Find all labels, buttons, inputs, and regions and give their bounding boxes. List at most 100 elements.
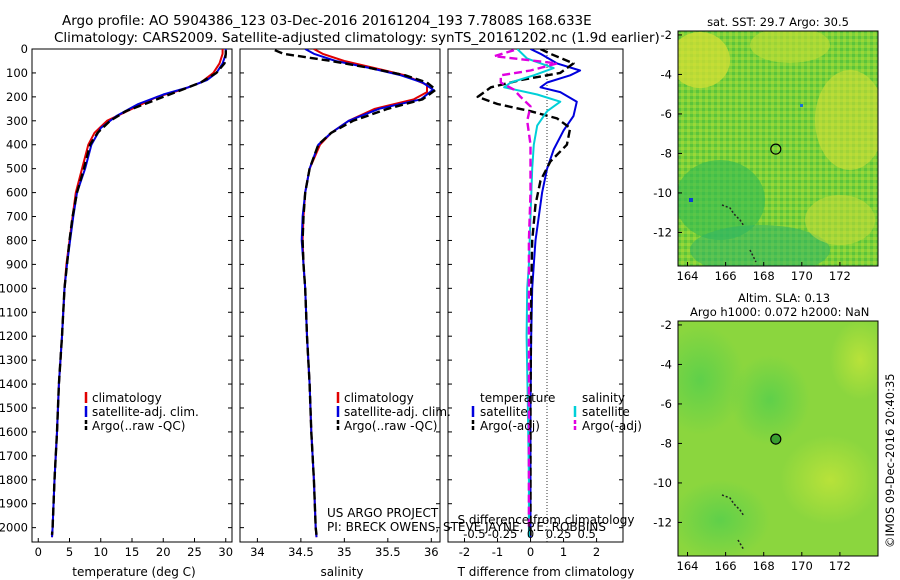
legend-label: climatology bbox=[92, 391, 162, 405]
depth-tick-label: 800 bbox=[6, 233, 28, 247]
legend-label: satellite-adj. clim. bbox=[344, 405, 451, 419]
top-x-tick-label: -0.5 bbox=[463, 527, 485, 541]
argo-position-marker bbox=[770, 433, 782, 445]
map-x-tick-label: 172 bbox=[829, 559, 851, 573]
legend-label: Argo(..raw -QC) bbox=[344, 419, 437, 433]
x-tick-label: 0 bbox=[527, 545, 534, 559]
temperature-series-group bbox=[50, 49, 227, 538]
sst-warm-patch bbox=[678, 32, 730, 88]
imos-watermark: ©IMOS 09-Dec-2016 20:40:35 bbox=[883, 373, 897, 548]
map-x-tick-label: 164 bbox=[677, 269, 699, 283]
legend-label: Argo(-adj) bbox=[480, 419, 540, 433]
temperature-xlabel: temperature (deg C) bbox=[72, 565, 195, 579]
legend-title-salinity: salinity bbox=[582, 391, 625, 405]
salinity-xlabel: salinity bbox=[320, 565, 363, 579]
x-tick-label: 34.5 bbox=[288, 545, 314, 559]
sst-map-title: sat. SST: 29.7 Argo: 30.5 bbox=[707, 15, 849, 29]
sst-warm-patch bbox=[750, 31, 830, 63]
sst-warm-patch bbox=[815, 70, 878, 170]
sla-map-title-line-2: Argo h1000: 0.072 h2000: NaN bbox=[690, 305, 869, 319]
sla-high-patch bbox=[780, 435, 878, 525]
sla-high-patch bbox=[830, 321, 878, 400]
x-tick-label: 20 bbox=[156, 545, 171, 559]
legend-title-temperature: temperature bbox=[480, 391, 555, 405]
sst-cool-patch bbox=[678, 160, 765, 240]
depth-axis: 0 100 200 300 400 500 600 700 800 900 1000 1100 1200… bbox=[0, 42, 623, 535]
sla-map-frame bbox=[677, 320, 879, 557]
sst-map-field bbox=[678, 31, 878, 266]
x-tick-label: 15 bbox=[125, 545, 140, 559]
series-line-satellite-adj-clim- bbox=[51, 49, 227, 538]
difference-top-xlabel: S difference from climatology bbox=[458, 513, 635, 527]
depth-tick-label: 500 bbox=[6, 162, 28, 176]
temperature-plot-frame bbox=[31, 48, 233, 543]
salinity-legend: climatology satellite-adj. clim. Argo(..… bbox=[336, 391, 451, 433]
series-line-temperature-satellite bbox=[529, 49, 582, 538]
x-tick-label: 2 bbox=[593, 545, 600, 559]
map-y-tick-label: -4 bbox=[661, 67, 672, 81]
x-tick-label: 36 bbox=[424, 545, 439, 559]
sst-cool-patch bbox=[690, 225, 830, 266]
sla-low-patch bbox=[678, 325, 745, 435]
depth-tick-label: 2000 bbox=[0, 521, 28, 535]
x-tick-label: 10 bbox=[93, 545, 108, 559]
salinity-plot-frame bbox=[239, 48, 441, 543]
map-y-tick-label: -10 bbox=[653, 186, 672, 200]
series-line-climatology bbox=[51, 49, 224, 538]
depth-tick-label: 200 bbox=[6, 90, 28, 104]
top-x-tick-label: -0.25 bbox=[488, 527, 518, 541]
legend-label: satellite-adj. clim. bbox=[92, 405, 199, 419]
map-y-tick-label: -12 bbox=[653, 225, 672, 239]
top-x-tick-label: 0.25 bbox=[546, 527, 572, 541]
x-tick-label: -1 bbox=[492, 545, 503, 559]
depth-tick-label: 700 bbox=[6, 210, 28, 224]
legend-label: climatology bbox=[344, 391, 414, 405]
argo-position-marker bbox=[770, 143, 782, 155]
sst-map-frame bbox=[677, 30, 879, 267]
map-y-tick-label: -2 bbox=[661, 28, 672, 42]
map-y-tick-label: -2 bbox=[661, 318, 672, 332]
legend-label: satellite bbox=[582, 405, 630, 419]
series-line-argo-raw-qc- bbox=[50, 50, 227, 535]
legend-label: Argo(..raw -QC) bbox=[92, 419, 185, 433]
island-outline bbox=[737, 539, 745, 551]
difference-xlabel: T difference from climatology bbox=[457, 565, 635, 579]
map-y-tick-label: -6 bbox=[661, 397, 672, 411]
depth-tick-label: 1400 bbox=[0, 377, 28, 391]
series-line-climatology bbox=[301, 49, 428, 538]
x-tick-label: 1 bbox=[560, 545, 567, 559]
x-tick-label: -2 bbox=[459, 545, 470, 559]
map-y-tick-label: -10 bbox=[653, 476, 672, 490]
depth-tick-label: 100 bbox=[6, 66, 28, 80]
map-y-tick-label: -6 bbox=[661, 107, 672, 121]
map-x-tick-label: 170 bbox=[791, 559, 813, 573]
depth-tick-label: 1500 bbox=[0, 401, 28, 415]
series-line-salinity-argo-adj- bbox=[493, 49, 559, 528]
map-y-tick-label: -12 bbox=[653, 515, 672, 529]
map-x-tick-label: 166 bbox=[715, 269, 737, 283]
map-x-tick-label: 166 bbox=[715, 559, 737, 573]
depth-tick-label: 300 bbox=[6, 114, 28, 128]
map-y-tick-label: -8 bbox=[661, 436, 672, 450]
sla-low-patch bbox=[678, 480, 770, 556]
island-outline bbox=[721, 204, 745, 227]
salinity-series-group bbox=[274, 49, 437, 538]
legend-label: Argo(-adj) bbox=[582, 419, 642, 433]
depth-tick-label: 1700 bbox=[0, 449, 28, 463]
header-line-2: Climatology: CARS2009. Satellite-adjuste… bbox=[54, 30, 660, 46]
sst-cold-pixel bbox=[689, 198, 693, 202]
island-outline bbox=[721, 494, 745, 517]
series-line-salinity-satellite bbox=[503, 49, 562, 538]
sst-cold-pixel bbox=[800, 104, 803, 107]
map-axes: 164 166 168 170 172 -2 -4 -6 -8 -10 -12 164 166 168 17… bbox=[653, 28, 851, 573]
x-tick-label: 25 bbox=[187, 545, 202, 559]
x-tick-label: 30 bbox=[218, 545, 233, 559]
depth-tick-label: 900 bbox=[6, 257, 28, 271]
depth-tick-label: 1300 bbox=[0, 353, 28, 367]
depth-tick-label: 1800 bbox=[0, 473, 28, 487]
depth-tick-label: 1100 bbox=[0, 305, 28, 319]
x-tick-label: 34 bbox=[250, 545, 265, 559]
top-x-tick-label: 0.5 bbox=[578, 527, 596, 541]
difference-legend: temperature salinity satellite Argo(-adj… bbox=[471, 391, 642, 433]
